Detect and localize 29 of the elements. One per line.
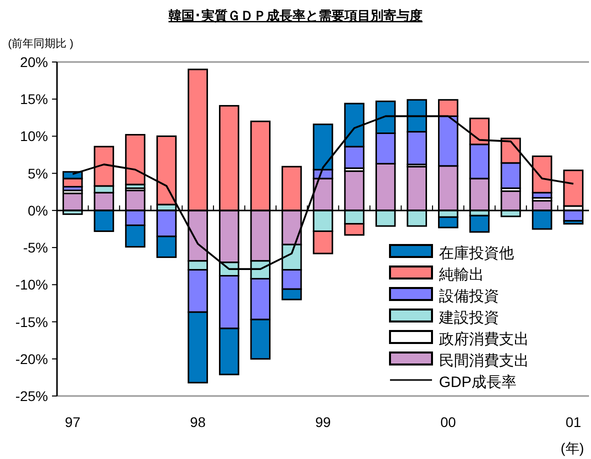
y-tick-label: 15% (20, 91, 48, 108)
legend-label: 民間消費支出 (439, 352, 529, 370)
x-tick-label: 01 (566, 414, 582, 430)
y-tick-label: -5% (23, 240, 48, 256)
legend-label: 建設投資 (438, 310, 499, 326)
x-tick-label: 99 (315, 414, 331, 430)
bar (125, 134, 146, 186)
legend-label: 在庫投資他 (439, 245, 514, 262)
y-tick-label: -25% (15, 388, 48, 404)
y-tick-label: -20% (15, 350, 48, 367)
y-tick-label: 20% (20, 54, 48, 70)
y-tick-label: 10% (20, 128, 48, 144)
legend-label: 設備投資 (439, 288, 499, 305)
legend-label: GDP成長率 (439, 374, 517, 391)
x-tick-label: 00 (440, 414, 456, 430)
legend-label: 純輸出 (439, 266, 484, 284)
bar (563, 170, 584, 207)
y-tick-label: 0% (28, 202, 48, 218)
bar (156, 135, 177, 206)
y-tick-label: -10% (15, 276, 48, 293)
x-tick-label: 97 (64, 414, 81, 430)
legend-label: 政府消費支出 (439, 331, 529, 348)
chart-title: 韓国･実質ＧＤＰ成長率と需要項目別寄与度 (168, 8, 422, 23)
y-tick-label: 5% (28, 165, 48, 182)
y-tick-label: -15% (15, 314, 48, 330)
bar (469, 214, 490, 233)
y-axis-title: (前年同期比 ) (8, 37, 74, 50)
x-axis-title: (年) (560, 440, 584, 456)
x-tick-label: 98 (190, 414, 206, 430)
